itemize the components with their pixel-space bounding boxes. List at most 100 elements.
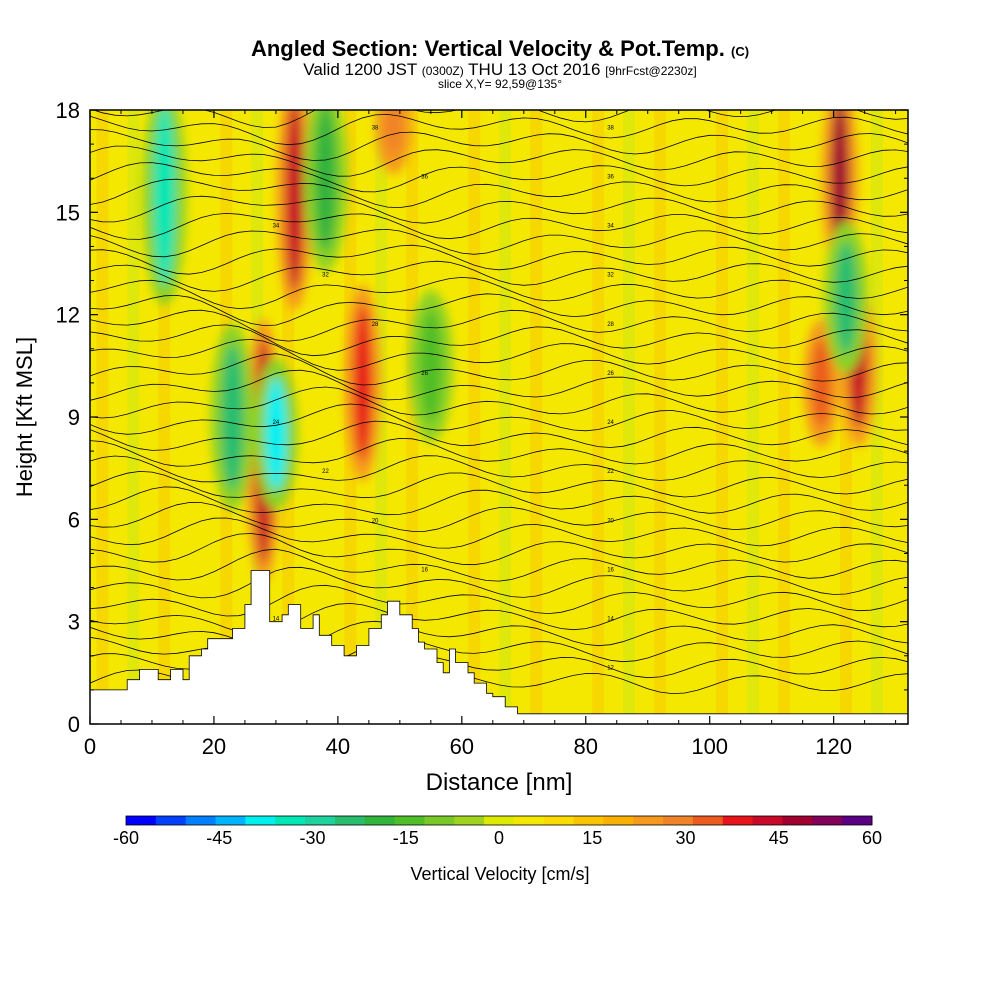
colorbar-bin [245,816,276,825]
colorbar-bin [364,816,396,825]
theta-contour-label: 20 [372,518,379,524]
velocity-streak [592,110,605,724]
colorbar-bin [394,816,425,825]
downdraft-core [264,377,287,491]
colorbar-bin [155,816,187,825]
chart-title-tag: (C) [731,44,750,59]
theta-contour-line [90,470,908,499]
theta-contour-label: 24 [273,420,280,426]
theta-contour-line [90,228,908,258]
updraft-core [285,110,304,291]
colorbar-bin [663,816,694,825]
x-tick-label: 20 [202,734,226,759]
theta-contour-label: 16 [421,567,428,573]
x-tick-label: 80 [574,734,598,759]
colorbar-bin [543,816,575,825]
theta-contour-line [90,293,908,326]
plot-area: 1212141416162020222224242626282832323434… [90,110,908,724]
colorbar-bin [215,816,246,825]
y-tick-label: 0 [68,712,80,737]
theta-contour-line [90,338,908,371]
colorbar-bin [275,816,306,825]
colorbar-label: Vertical Velocity [cm/s] [410,864,589,884]
theta-contour-label: 14 [607,617,614,623]
theta-contour-label: 32 [607,273,614,279]
downdraft-core [419,309,442,423]
subtitle-valid: Valid 1200 JST [303,60,417,79]
theta-contour-label: 38 [372,125,379,131]
theta-contour-label: 22 [607,469,614,475]
colorbar-tick-label: 30 [675,828,695,848]
theta-contour-label: 26 [421,371,428,377]
theta-contour-line [90,353,908,386]
updraft-core [812,338,831,427]
colorbar-tick-label: -60 [113,828,139,848]
theta-contour-line [90,437,908,467]
colorbar-bin [484,816,515,825]
colorbar-bin [454,816,485,825]
theta-contour-line [90,533,908,566]
velocity-streak [747,110,760,724]
velocity-streak [716,110,729,724]
theta-contour-label: 14 [273,617,280,623]
theta-contour-label: 24 [607,420,614,426]
slice-label: slice X,Y= 92,59@135° [437,77,563,91]
colorbar-frame [125,815,873,826]
theta-contour-line [90,369,908,401]
colorbar-bin [812,816,843,825]
velocity-streak [871,110,884,724]
theta-contour-line [90,502,908,532]
colorbar-bin [633,816,664,825]
theta-contour-line [90,129,908,161]
theta-contour-line [90,276,908,310]
theta-contour-line [90,162,908,193]
theta-contour-label: 38 [607,125,614,131]
subtitle-zulu: (0300Z) [421,64,464,78]
velocity-streak [654,110,667,724]
velocity-streak [406,110,419,724]
subtitle-date: THU 13 Oct 2016 [468,60,601,79]
x-tick-label: 40 [326,734,350,759]
y-tick-label: 9 [68,405,80,430]
downdraft-core [221,343,244,491]
theta-contour-line [90,244,908,275]
y-axis-label: Height [Kft MSL] [12,337,37,497]
colorbar-bin [573,816,604,825]
theta-contour-line [90,403,908,435]
theta-contour-line [90,178,908,209]
velocity-streak [778,110,791,724]
theta-contour-label: 26 [607,371,614,377]
theta-contour-line [90,602,908,635]
colorbar-tick-label: 45 [769,828,789,848]
colorbar-bin [603,816,634,825]
downdraft-core [153,110,176,286]
colorbar-bin [513,816,545,825]
chart-title: Angled Section: Vertical Velocity & Pot.… [0,36,1000,62]
colorbar-tick-label: 0 [494,828,504,848]
y-tick-label: 6 [68,507,80,532]
theta-contour-label: 28 [372,322,379,328]
velocity-streak [530,110,543,724]
velocity-streak [561,110,574,724]
theta-contour-line [90,584,908,617]
colorbar-bin [842,816,873,825]
velocity-streak [375,110,388,724]
colorbar-bin [424,816,455,825]
theta-contour-line [90,620,908,653]
theta-contour-label: 34 [607,224,614,230]
chart-subtitle: Valid 1200 JST (0300Z) THU 13 Oct 2016 [… [0,60,1000,80]
theta-contour-line [90,548,908,582]
theta-contour-line [90,386,908,419]
updraft-core [384,110,403,155]
velocity-streak [189,110,202,724]
theta-contour-label: 22 [322,469,329,475]
y-tick-label: 15 [56,200,80,225]
y-tick-label: 18 [56,98,80,123]
theta-contour-label: 32 [322,273,329,279]
colorbar-bin [752,816,783,825]
velocity-streak [685,110,698,724]
theta-contour-label: 20 [607,518,614,524]
x-axis-label: Distance [nm] [426,769,573,796]
